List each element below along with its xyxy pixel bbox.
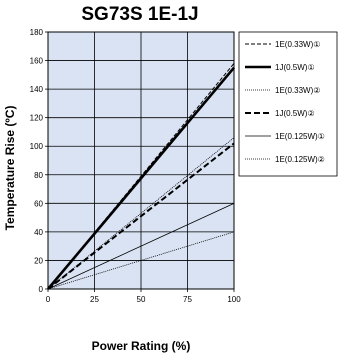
legend-label: 1E(0.125W)① — [275, 132, 325, 141]
x-tick-label: 100 — [227, 295, 241, 304]
legend-label: 1E(0.33W)① — [275, 40, 320, 49]
y-tick-label: 180 — [30, 28, 44, 37]
y-tick-label: 20 — [34, 256, 43, 265]
grid-lines — [48, 32, 234, 289]
x-tick-label: 75 — [183, 295, 192, 304]
x-tick-label: 50 — [137, 295, 146, 304]
legend: 1E(0.33W)① 1J(0.5W)① 1E(0.33W)② 1J(0.5W)② 1E… — [238, 31, 338, 177]
x-axis-title: Power Rating (%) — [92, 339, 191, 353]
x-axis-ticks: 0 25 50 75 100 — [46, 289, 241, 304]
x-tick-label: 0 — [46, 295, 51, 304]
series-line-2 — [47, 66, 235, 290]
series-line-4 — [47, 142, 235, 290]
y-axis-title: Temperature Rise (ºC) — [3, 106, 17, 231]
legend-label: 1E(0.33W)② — [275, 86, 320, 95]
legend-label: 1E(0.125W)② — [275, 155, 325, 164]
y-tick-label: 160 — [30, 57, 44, 66]
y-tick-label: 60 — [34, 199, 43, 208]
y-tick-label: 0 — [39, 285, 44, 294]
legend-label: 1J(0.5W)① — [275, 63, 315, 72]
x-tick-label: 25 — [90, 295, 99, 304]
y-tick-label: 140 — [30, 85, 44, 94]
y-tick-label: 120 — [30, 114, 44, 123]
y-tick-label: 80 — [34, 171, 43, 180]
y-tick-label: 40 — [34, 228, 43, 237]
legend-label: 1J(0.5W)② — [275, 109, 315, 118]
legend-box — [238, 31, 338, 177]
y-tick-label: 100 — [30, 142, 44, 151]
chart-title: SG73S 1E-1J — [81, 4, 198, 25]
series-line-5 — [47, 202, 235, 290]
y-axis-ticks: 0 20 40 60 80 100 120 140 160 180 — [30, 28, 48, 294]
series-line-6 — [47, 231, 235, 290]
series-lines — [47, 63, 235, 290]
